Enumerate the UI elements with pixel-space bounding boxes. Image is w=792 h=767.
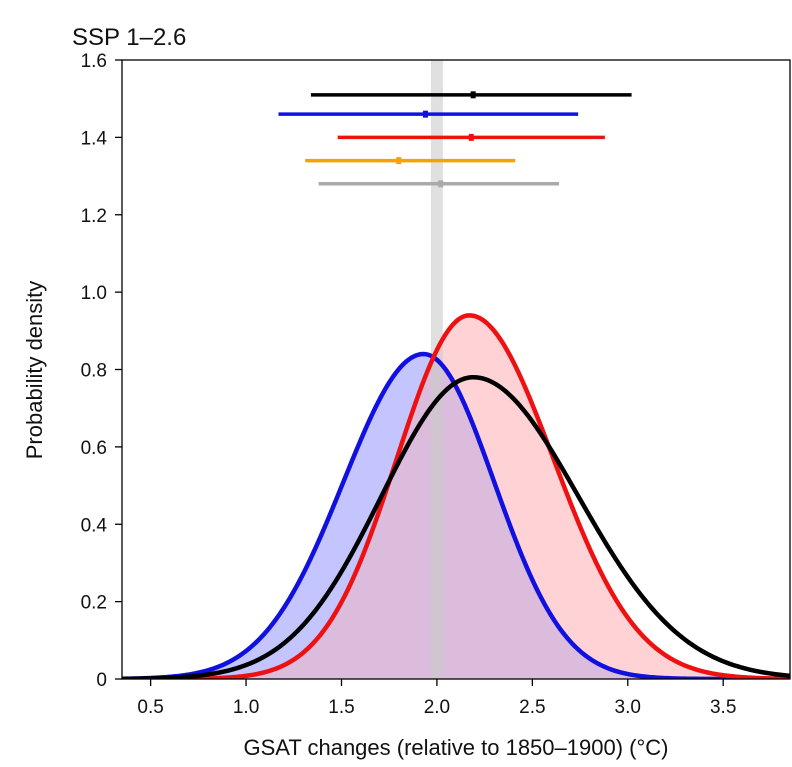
y-axis-title: Probability density bbox=[22, 281, 47, 460]
range-mid-marker-1 bbox=[470, 91, 476, 99]
range-mid-marker-2 bbox=[422, 110, 428, 118]
y-tick-label-7: 1.2 bbox=[81, 206, 107, 227]
x-axis: 0.5 1.0 1.5 2.0 2.5 3.0 3.5 bbox=[137, 679, 736, 718]
range-mid-marker-4 bbox=[396, 157, 402, 165]
y-tick-label-2: 0.2 bbox=[81, 593, 107, 614]
y-tick-label-6: 1.0 bbox=[81, 283, 107, 304]
y-tick-label-1: 0 bbox=[96, 670, 107, 691]
x-tick-label-7: 3.5 bbox=[710, 697, 736, 718]
red-distribution-line bbox=[122, 313, 790, 679]
range-mid-marker-5 bbox=[438, 180, 444, 188]
x-tick-label-4: 2.0 bbox=[424, 697, 450, 718]
y-tick-label-4: 0.6 bbox=[81, 438, 107, 459]
black-distribution-line bbox=[122, 374, 790, 679]
chart-title: SSP 1–2.6 bbox=[72, 24, 186, 51]
y-tick-label-5: 0.8 bbox=[81, 361, 107, 382]
y-tick-label-8: 1.4 bbox=[81, 128, 108, 149]
x-tick-label-2: 1.0 bbox=[233, 697, 259, 718]
x-tick-label-6: 3.0 bbox=[615, 697, 641, 718]
x-tick-label-5: 2.5 bbox=[519, 697, 545, 718]
y-axis: 0 0.2 0.4 0.6 0.8 1.0 1.2 1.4 1.6 bbox=[81, 51, 122, 691]
y-tick-label-9: 1.6 bbox=[81, 51, 107, 72]
range-mid-marker-3 bbox=[468, 133, 474, 141]
x-tick-label-1: 0.5 bbox=[137, 697, 163, 718]
y-tick-label-3: 0.4 bbox=[81, 515, 108, 536]
x-axis-title: GSAT changes (relative to 1850–1900) (°C… bbox=[244, 735, 669, 760]
x-tick-label-3: 1.5 bbox=[328, 697, 354, 718]
plot-area bbox=[122, 60, 790, 679]
overlap-fill bbox=[122, 357, 790, 679]
